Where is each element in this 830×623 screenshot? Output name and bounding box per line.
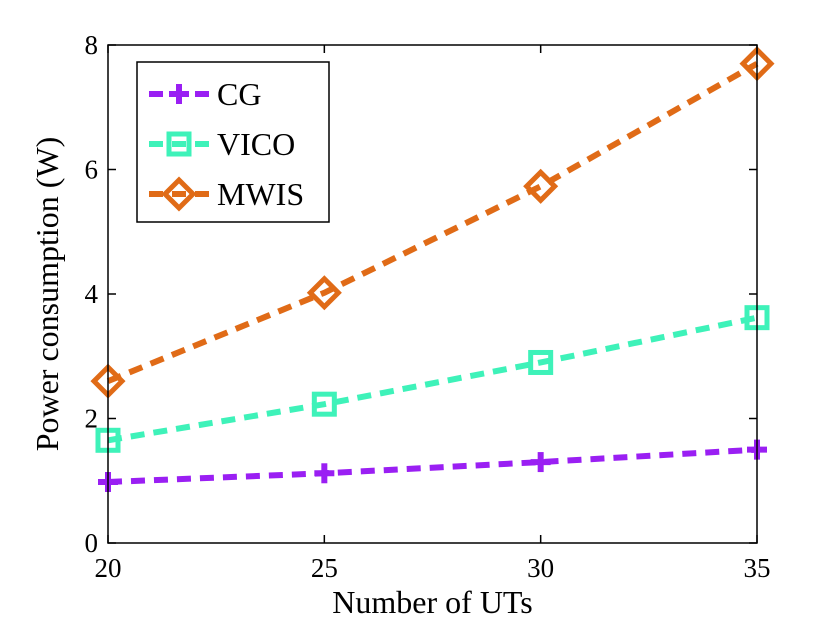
y-tick-label: 8: [85, 30, 99, 60]
legend-label-mwis: MWIS: [217, 176, 304, 212]
ticks-layer: 20 25 30 35 0 2 4 6 8: [85, 30, 771, 583]
y-tick-label: 2: [85, 404, 99, 434]
series-line-vico: [107, 314, 758, 444]
y-tick-label: 6: [85, 155, 99, 185]
y-tick-label: 0: [85, 528, 99, 558]
legend: CG VICO MWIS: [136, 61, 330, 223]
x-tick-label: 25: [311, 553, 338, 583]
data-point-mwis: [306, 275, 342, 311]
legend-label-cg: CG: [217, 76, 261, 112]
data-point-mwis: [523, 168, 559, 204]
y-tick-label: 4: [85, 279, 99, 309]
data-point-cg: [530, 452, 551, 473]
legend-marker-cg: [169, 84, 189, 104]
data-point-vico: [528, 349, 554, 375]
x-tick-label: 35: [744, 553, 771, 583]
y-axis-label: Power consumption (W): [29, 137, 65, 452]
legend-marker-vico: [166, 131, 192, 157]
data-point-vico: [311, 391, 337, 417]
data-point-cg: [314, 463, 335, 484]
legend-marker-mwis: [161, 176, 197, 212]
legend-label-vico: VICO: [217, 126, 295, 162]
series-line-mwis: [106, 61, 759, 384]
x-axis-label: Number of UTs: [332, 584, 532, 620]
x-tick-label: 20: [95, 553, 122, 583]
series-line-cg: [107, 446, 758, 485]
x-tick-label: 30: [527, 553, 554, 583]
